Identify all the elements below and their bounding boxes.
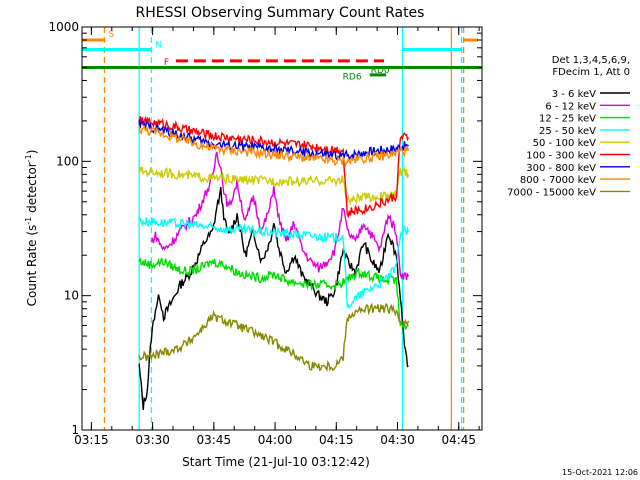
y-tick-label-1: 10 [64,289,79,303]
flag-label-f: F [164,58,169,68]
flag-label-rd0: RD0 [371,66,390,76]
x-tick-label-3: 04:00 [258,433,293,447]
plot-frame [81,26,483,431]
flag-label-s: S [108,30,114,40]
x-tick-label-5: 04:30 [380,433,415,447]
y-axis-title-sup-2: -1 [24,154,33,162]
date-stamp: 15-Oct-2021 12:06 [562,468,638,477]
series-line-800-7000-kev [138,124,410,169]
legend-label-0: 3 - 6 keV [552,89,596,100]
legend-label-7: 800 - 7000 keV [520,175,596,186]
legend-label-2: 12 - 25 keV [539,114,596,125]
series-line-100-300-kev [138,115,410,219]
series-line-6-12-kev [150,151,410,281]
legend-label-3: 25 - 50 keV [539,126,596,137]
x-tick-label-0: 03:15 [74,433,109,447]
y-axis-title-sup-1: -1 [24,217,33,225]
chart-title: RHESSI Observing Summary Count Rates [136,5,425,21]
x-tick-label-1: 03:30 [135,433,170,447]
axes: 03:15 03:30 03:45 04:00 04:15 04:30 04:45 1 10 10… [48,20,482,447]
x-tick-label-4: 04:15 [319,433,354,447]
y-axis-title-mid: detector [25,162,39,217]
series-line-7000-15000-kev [138,302,410,372]
legend-label-8: 7000 - 15000 keV [507,187,596,198]
legend-label-5: 100 - 300 keV [526,151,596,162]
y-axis-title-main: Count Rate (s [25,225,39,307]
flag-label-n: N [155,40,162,50]
legend-label-4: 50 - 100 keV [533,138,597,149]
x-tick-label-6: 04:45 [441,433,476,447]
plot-content: S NF RD6 RD0 [82,27,482,430]
x-axis-title: Start Time (21-Jul-10 03:12:42) [182,455,370,469]
series-line-50-100-kev [138,165,410,206]
series-line-300-800-kev [138,118,409,161]
legend-header-1: FDecim 1, Att 0 [552,67,630,78]
y-axis-title-end: ) [25,150,39,155]
legend-label-6: 300 - 800 keV [526,163,596,174]
y-axis-title: Count Rate (s-1 detector-1) [24,150,39,307]
legend-header-0: Det 1,3,4,5,6,9, [552,55,630,66]
series-line-3-6-kev [138,186,409,410]
flag-label-rd6: RD6 [343,72,362,82]
series-line-12-25-kev [138,257,409,330]
y-tick-label-3: 1000 [48,20,79,34]
series-line-25-50-kev [138,217,410,310]
y-tick-label-2: 100 [56,154,79,168]
legend-label-1: 6 - 12 keV [545,101,596,112]
y-tick-label-0: 1 [71,423,79,437]
legend: Det 1,3,4,5,6,9,FDecim 1, Att 0 3 - 6 keV… [507,55,630,198]
x-tick-label-2: 03:45 [197,433,232,447]
